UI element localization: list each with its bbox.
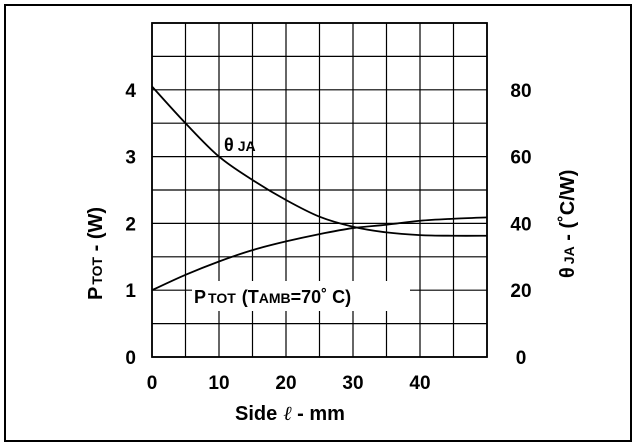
y-left-tick-label: 2 [125,214,136,235]
theta-ja-curve [151,85,488,237]
y-axis-label-left: PTOT - (W) [85,207,107,300]
x-axis-label: Side ℓ - mm [235,401,345,425]
x-tick-label: 10 [208,373,229,394]
y-right-tick-label: 0 [516,348,527,369]
y-left-tick-label: 4 [125,81,136,102]
ptot-curve [151,216,488,292]
theta-ja-curve-label: θ JA [224,135,256,155]
y-right-tick-label: 40 [510,214,531,235]
x-tick-label: 30 [342,373,363,394]
plot-border [151,22,488,358]
y-left-tick-label: 0 [125,348,136,369]
x-tick-label: 0 [147,373,158,394]
curves [151,85,488,292]
y-left-tick-label: 1 [125,281,136,302]
ptot-curve-label: P TOT (TAMB=70˚ C) [194,287,351,307]
ptot-label-bg [192,281,410,311]
y-axis-label-right: θJA - (˚C/W) [556,170,579,278]
x-tick-label: 20 [275,373,296,394]
y-left-tick-label: 3 [125,148,136,169]
y-right-tick-label: 80 [510,81,531,102]
y-right-tick-label: 60 [510,148,531,169]
x-tick-label: 40 [409,373,430,394]
y-right-tick-label: 20 [510,281,531,302]
